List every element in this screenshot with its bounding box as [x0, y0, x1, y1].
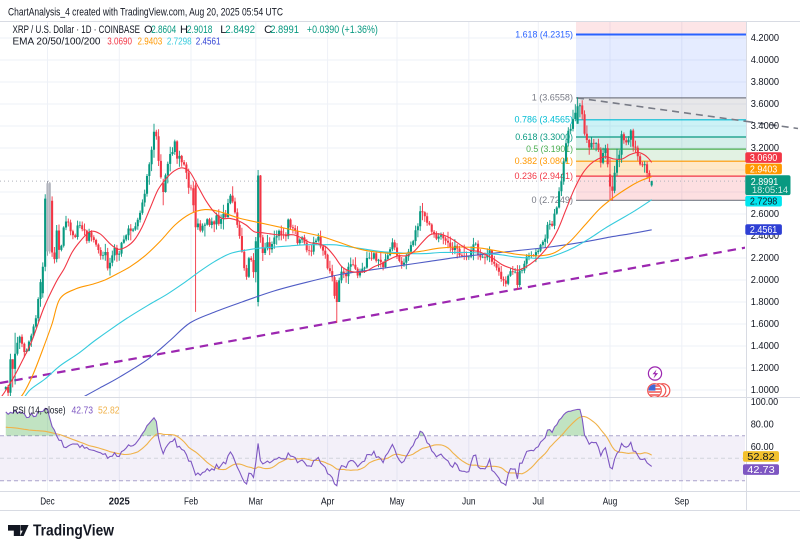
- svg-text:42.73: 42.73: [72, 406, 94, 417]
- svg-text:2.9403: 2.9403: [138, 36, 163, 47]
- svg-text:Apr: Apr: [321, 497, 335, 508]
- svg-text:3.0690: 3.0690: [107, 36, 132, 47]
- svg-text:18:05:14: 18:05:14: [752, 184, 788, 195]
- svg-text:2.0000: 2.0000: [751, 275, 780, 286]
- svg-text:52.82: 52.82: [98, 406, 120, 417]
- svg-text:0.236 (2.9441): 0.236 (2.9441): [515, 171, 574, 181]
- svg-text:1.618 (4.2315): 1.618 (4.2315): [515, 29, 573, 39]
- svg-text:H: H: [180, 24, 188, 36]
- svg-text:XRP / U.S. Dollar · 1D · COINB: XRP / U.S. Dollar · 1D · COINBASE: [13, 24, 141, 36]
- svg-text:Sep: Sep: [675, 497, 690, 508]
- svg-text:2.8991: 2.8991: [751, 177, 779, 188]
- svg-text:Dec: Dec: [40, 497, 55, 508]
- svg-text:2025: 2025: [109, 497, 131, 508]
- svg-text:2.7298: 2.7298: [167, 36, 192, 47]
- svg-text:1.0000: 1.0000: [751, 385, 780, 396]
- svg-text:3.2000: 3.2000: [751, 143, 780, 154]
- svg-text:2.8604: 2.8604: [151, 24, 176, 36]
- svg-text:2.4561: 2.4561: [196, 36, 221, 47]
- svg-text:2.7298: 2.7298: [750, 197, 777, 208]
- svg-text:ChartAnalysis_4 created with T: ChartAnalysis_4 created with TradingView…: [8, 7, 283, 19]
- svg-text:Mar: Mar: [249, 497, 264, 508]
- svg-text:Feb: Feb: [184, 497, 198, 508]
- svg-text:80.00: 80.00: [751, 420, 775, 431]
- svg-text:60.00: 60.00: [751, 442, 775, 453]
- svg-text:O: O: [144, 24, 153, 36]
- svg-text:0.5 (3.1901): 0.5 (3.1901): [526, 144, 573, 154]
- svg-text:2.8492: 2.8492: [225, 24, 255, 36]
- svg-text:C: C: [264, 24, 272, 36]
- svg-text:4.2000: 4.2000: [751, 33, 780, 44]
- svg-text:100.00: 100.00: [751, 397, 779, 408]
- svg-text:TradingView: TradingView: [33, 523, 115, 540]
- svg-text:RSI (14, close): RSI (14, close): [13, 406, 66, 417]
- svg-text:L: L: [220, 24, 226, 36]
- svg-text:1 (3.6558): 1 (3.6558): [532, 93, 573, 103]
- svg-text:1.4000: 1.4000: [751, 341, 780, 352]
- svg-text:0 (2.7249): 0 (2.7249): [532, 195, 574, 205]
- svg-text:2.2000: 2.2000: [751, 253, 780, 264]
- svg-text:3.6000: 3.6000: [751, 99, 780, 110]
- svg-text:3.4000: 3.4000: [751, 121, 780, 132]
- svg-text:0.618 (3.3000): 0.618 (3.3000): [515, 132, 573, 142]
- svg-text:May: May: [390, 497, 405, 508]
- svg-text:4.0000: 4.0000: [751, 55, 780, 66]
- svg-text:2.4561: 2.4561: [750, 225, 777, 236]
- svg-text:2.8991: 2.8991: [270, 24, 299, 36]
- svg-text:0.786 (3.4565): 0.786 (3.4565): [515, 115, 574, 125]
- svg-text:42.73: 42.73: [747, 465, 774, 476]
- svg-text:2.6000: 2.6000: [751, 209, 780, 220]
- svg-text:1.8000: 1.8000: [751, 297, 780, 308]
- svg-text:Jul: Jul: [533, 497, 545, 508]
- svg-text:2.9403: 2.9403: [750, 164, 777, 175]
- svg-text:2.4000: 2.4000: [751, 231, 780, 242]
- svg-text:1.6000: 1.6000: [751, 319, 780, 330]
- svg-text:3.0690: 3.0690: [750, 153, 778, 164]
- svg-text:3.8000: 3.8000: [751, 77, 780, 88]
- svg-text:0.382 (3.0801): 0.382 (3.0801): [515, 156, 573, 166]
- svg-text:Aug: Aug: [603, 497, 618, 508]
- svg-text:2.9018: 2.9018: [187, 24, 213, 36]
- svg-text:Jun: Jun: [462, 497, 476, 508]
- svg-text:EMA 20/50/100/200: EMA 20/50/100/200: [13, 36, 101, 47]
- svg-text:1.2000: 1.2000: [751, 363, 780, 374]
- svg-text:52.82: 52.82: [747, 452, 774, 463]
- svg-text:+0.0390 (+1.36%): +0.0390 (+1.36%): [307, 24, 378, 36]
